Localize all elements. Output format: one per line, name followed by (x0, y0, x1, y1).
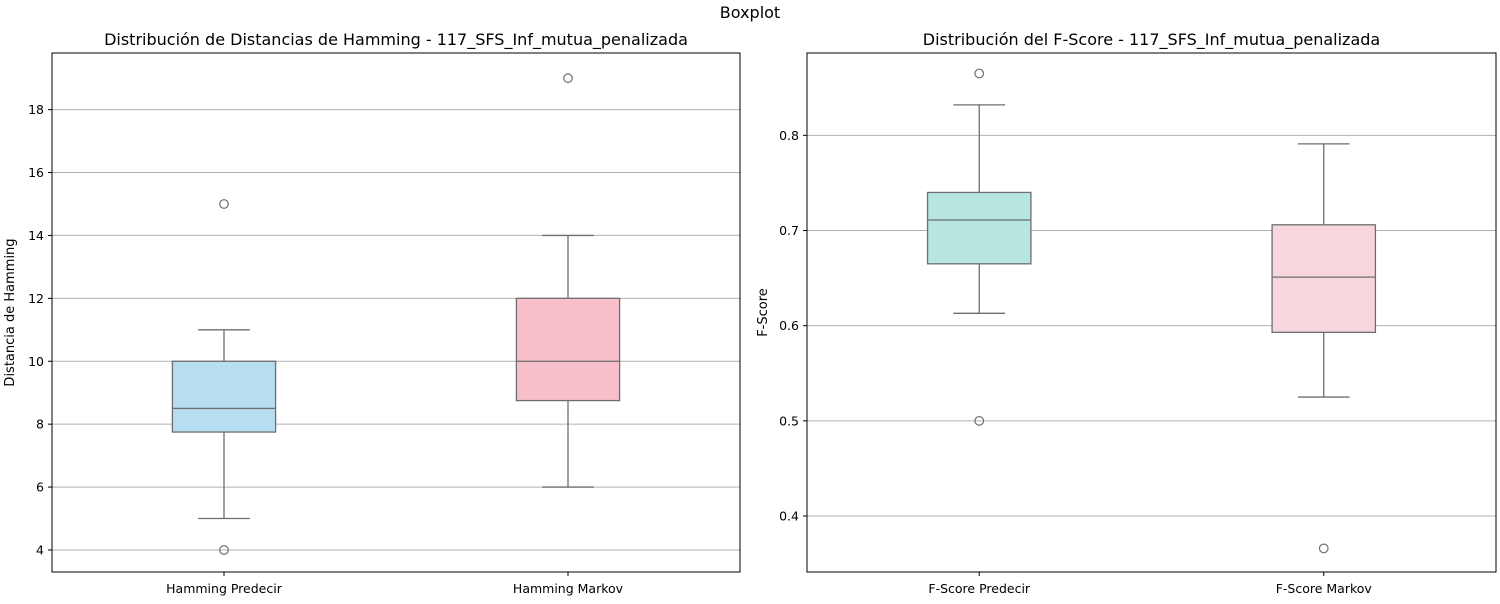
x-tick-label: F-Score Markov (1276, 581, 1373, 596)
outlier-point (219, 199, 229, 209)
y-tick-label: 0.4 (779, 509, 799, 524)
y-tick-label: 0.8 (779, 128, 799, 143)
y-tick-label: 16 (28, 165, 44, 180)
y-tick-label: 10 (28, 354, 44, 369)
outlier-point (219, 545, 229, 555)
y-axis-label: Distancia de Hamming (3, 238, 18, 386)
y-tick-label: 0.5 (779, 413, 799, 428)
chart-title: Distribución del F-Score - 117_SFS_Inf_m… (923, 30, 1380, 50)
y-axis-label: F-Score (756, 288, 771, 337)
box-hamming-predecir (171, 199, 277, 555)
outlier-point (563, 73, 573, 84)
outlier-point (974, 68, 985, 79)
outlier-point (974, 415, 985, 426)
chart-fscore: Distribución del F-Score - 117_SFS_Inf_m… (756, 30, 1497, 596)
y-tick-label: 14 (28, 228, 44, 243)
plot-frame (806, 52, 1497, 573)
box-hamming-markov (515, 73, 621, 488)
y-tick-label: 0.6 (779, 318, 799, 333)
figure-suptitle: Boxplot (720, 3, 780, 22)
iqr-box (1271, 224, 1377, 333)
plot-frame (51, 52, 741, 573)
y-tick-label: 8 (36, 417, 44, 432)
x-tick-label: Hamming Predecir (166, 581, 283, 596)
box-f-score-predecir (926, 68, 1032, 426)
x-tick-label: F-Score Predecir (928, 581, 1031, 596)
y-tick-label: 0.7 (779, 223, 799, 238)
x-tick-label: Hamming Markov (513, 581, 624, 596)
y-tick-label: 12 (28, 291, 44, 306)
iqr-box (926, 191, 1032, 265)
box-f-score-markov (1271, 143, 1377, 554)
iqr-box (515, 297, 621, 402)
iqr-box (171, 360, 277, 433)
chart-title: Distribución de Distancias de Hamming - … (104, 30, 688, 50)
chart-hamming: Distribución de Distancias de Hamming - … (3, 30, 741, 596)
y-tick-label: 18 (28, 102, 44, 117)
y-tick-label: 6 (36, 480, 44, 495)
outlier-point (1318, 543, 1329, 554)
y-tick-label: 4 (36, 542, 44, 557)
